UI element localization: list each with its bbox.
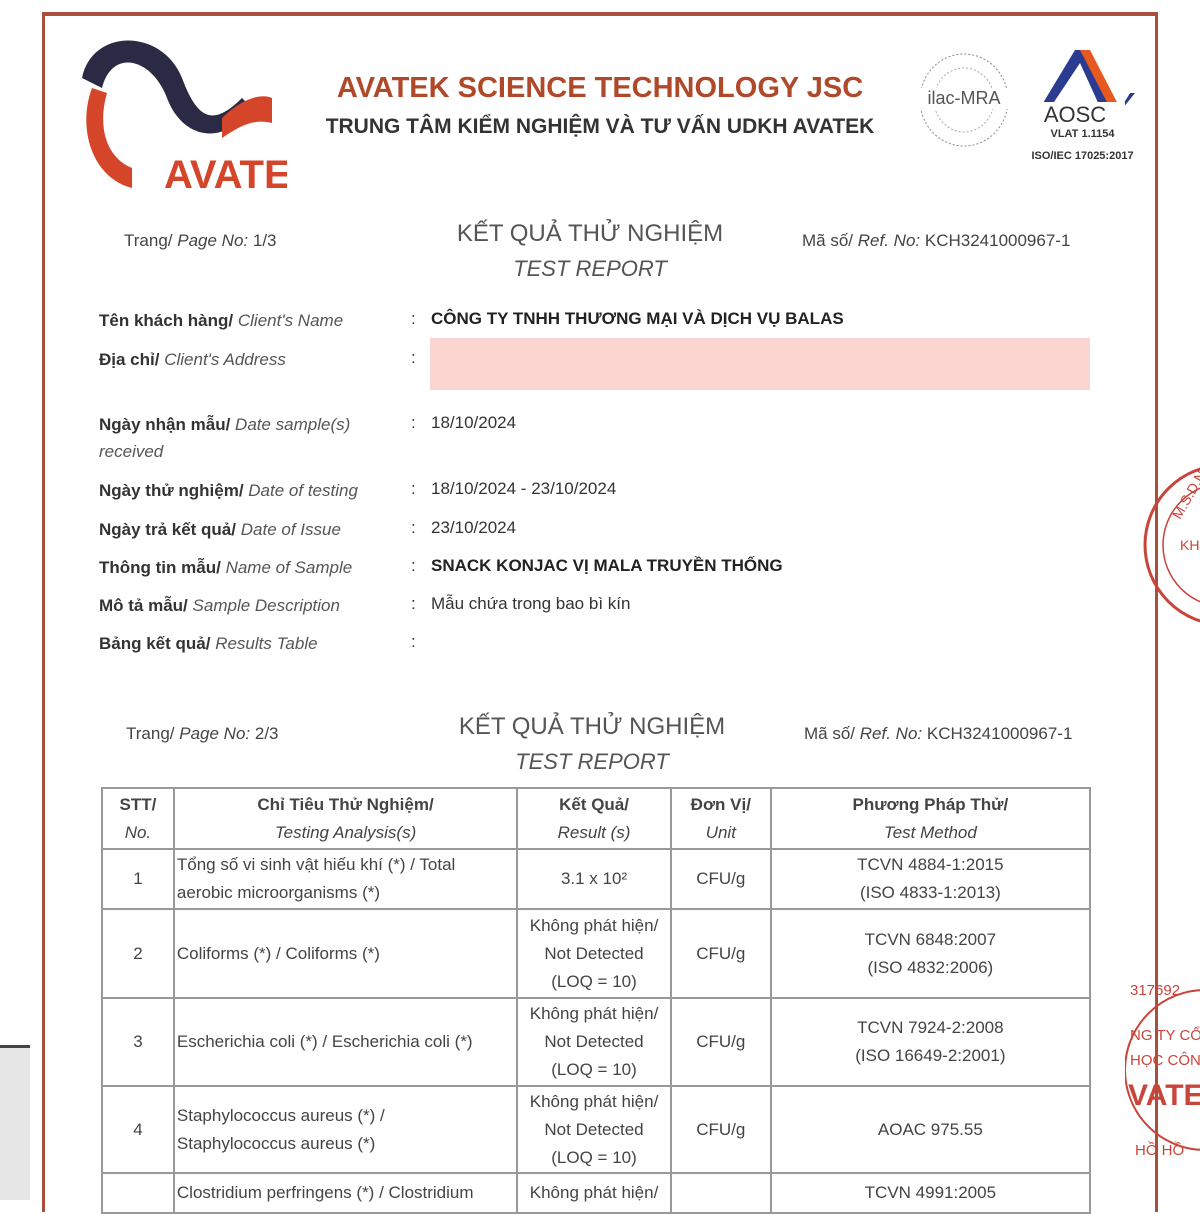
field-colon: : [411, 632, 416, 651]
svg-text:317692: 317692 [1130, 982, 1180, 999]
test-method: TCVN 7924-2:2008 (ISO 16649-2:2001) [769, 997, 1092, 1087]
aosc-logo: AOSC VLAT 1.1154 ISO/IEC 17025:2017 [1025, 48, 1140, 168]
result: Không phát hiện/Not Detected (LOQ = 10) [516, 997, 672, 1087]
unit: CFU/g [669, 997, 772, 1087]
field-label: Tên khách hàng/ Client's Name [99, 311, 344, 330]
test-method: TCVN 4991:2005 [769, 1172, 1092, 1214]
testing-analysis: Staphylococcus aureus (*) / Staphylococcu… [172, 1085, 519, 1174]
ref-number: Mã số/ Ref. No: KCH3241000967-1 [804, 724, 1073, 743]
field-label: Mô tả mẫu/ Sample Description [99, 596, 340, 615]
field-colon: : [411, 594, 416, 613]
column-header: Kết Quả/Result (s) [516, 787, 672, 850]
field-label: Địa chỉ/ Client's Address [99, 350, 286, 369]
red-stamp: 317692 NG TY CỔ HỌC CÔN VATE HỒ HỒ [1125, 982, 1200, 1159]
unit: CFU/g [669, 1085, 772, 1174]
unit [669, 1172, 772, 1214]
column-header: Chỉ Tiêu Thử Nghiệm/Testing Analysis(s) [172, 787, 519, 850]
iso-standard: ISO/IEC 17025:2017 [1031, 150, 1134, 162]
page-number: Trang/ Page No: 2/3 [126, 724, 279, 743]
document-page [42, 12, 1158, 1212]
field-colon: : [411, 309, 416, 328]
field-value: 23/10/2024 [431, 518, 517, 537]
field-value: CÔNG TY TNHH THƯƠNG MẠI VÀ DỊCH VỤ BALAS [431, 309, 844, 328]
result: Không phát hiện/ [516, 1172, 672, 1214]
result: Không phát hiện/Not Detected (LOQ = 10) [516, 908, 672, 999]
vlat-number: VLAT 1.1154 [1050, 128, 1115, 140]
column-header: Đơn Vị/Unit [669, 787, 772, 850]
field-colon: : [411, 556, 416, 575]
ref-number: Mã số/ Ref. No: KCH3241000967-1 [802, 231, 1071, 250]
unit: CFU/g [669, 908, 772, 999]
ilac-text: ilac-MRA [918, 88, 1010, 109]
testing-analysis: Clostridium perfringens (*) / Clostridiu… [172, 1172, 519, 1214]
row-number [101, 1172, 175, 1214]
svg-text:AVATEK: AVATEK [164, 153, 287, 193]
table-row: Clostridium perfringens (*) / Clostridiu… [101, 1172, 1092, 1214]
result: Không phát hiện/Not Detected (LOQ = 10) [516, 1085, 672, 1174]
page-number: Trang/ Page No: 1/3 [124, 231, 277, 250]
company-header: AVATEK SCIENCE TECHNOLOGY JSC TRUNG TÂM … [300, 72, 900, 139]
svg-text:KHO: KHO [1180, 537, 1200, 553]
test-method: TCVN 6848:2007 (ISO 4832:2006) [769, 908, 1092, 999]
redacted-address [430, 338, 1090, 390]
column-header: Phương Pháp Thử/Test Method [769, 787, 1092, 850]
unit: CFU/g [669, 848, 772, 910]
aosc-text: AOSC [1025, 102, 1125, 128]
row-number: 4 [101, 1085, 175, 1174]
field-value: 18/10/2024 - 23/10/2024 [431, 479, 617, 498]
table-header: STT/No. Chỉ Tiêu Thử Nghiệm/Testing Analy… [101, 787, 1092, 850]
field-colon: : [411, 479, 416, 498]
field-label: Bảng kết quả/ Results Table [99, 634, 318, 653]
field-colon: : [411, 348, 416, 367]
field-value: Mẫu chứa trong bao bì kín [431, 594, 631, 613]
result: 3.1 x 10² [516, 848, 672, 910]
company-name: AVATEK SCIENCE TECHNOLOGY JSC [336, 72, 864, 104]
field-value: SNACK KONJAC VỊ MALA TRUYỀN THỐNG [431, 556, 783, 575]
background-panel [0, 1045, 30, 1200]
red-stamp: M.S.D.NKHO [1143, 467, 1200, 623]
row-number: 3 [101, 997, 175, 1087]
row-number: 1 [101, 848, 175, 910]
testing-analysis: Escherichia coli (*) / Escherichia coli … [172, 997, 519, 1087]
field-value: 18/10/2024 [431, 413, 517, 432]
company-subtitle: TRUNG TÂM KIỂM NGHIỆM VÀ TƯ VẤN UDKH AVA… [325, 115, 875, 138]
row-number: 2 [101, 908, 175, 999]
report-title: KẾT QUẢ THỬ NGHIỆM TEST REPORT [458, 713, 726, 774]
table-row: 3 Escherichia coli (*) / Escherichia col… [101, 997, 1092, 1087]
avatek-logo: AVATEK [82, 40, 287, 193]
field-colon: : [411, 518, 416, 537]
test-method: TCVN 4884-1:2015 (ISO 4833-1:2013) [769, 848, 1092, 910]
table-row: 2 Coliforms (*) / Coliforms (*) Không ph… [101, 908, 1092, 999]
svg-text:VATE: VATE [1128, 1079, 1200, 1112]
report-title: KẾT QUẢ THỬ NGHIỆM TEST REPORT [456, 220, 724, 281]
table-row: 4 Staphylococcus aureus (*) / Staphylococ… [101, 1085, 1092, 1174]
testing-analysis: Coliforms (*) / Coliforms (*) [172, 908, 519, 999]
field-label: Thông tin mẫu/ Name of Sample [99, 558, 353, 577]
table-row: 1 Tổng số vi sinh vật hiếu khí (*) / Tot… [101, 848, 1092, 910]
svg-text:HỒ HỒ: HỒ HỒ [1135, 1141, 1184, 1159]
field-label: Ngày trả kết quả/ Date of Issue [99, 520, 341, 539]
field-label: Ngày nhận mẫu/ Date sample(s) received [99, 415, 351, 461]
column-header: STT/No. [101, 787, 175, 850]
results-table: STT/No. Chỉ Tiêu Thử Nghiệm/Testing Analy… [101, 787, 1092, 1214]
testing-analysis: Tổng số vi sinh vật hiếu khí (*) / Total… [172, 848, 519, 910]
svg-text:HỌC CÔN: HỌC CÔN [1130, 1052, 1200, 1069]
ilac-mra-logo: ilac-MRA [918, 52, 1010, 148]
test-method: AOAC 975.55 [769, 1085, 1092, 1174]
field-label: Ngày thử nghiệm/ Date of testing [99, 481, 358, 500]
svg-text:NG TY CỔ: NG TY CỔ [1130, 1026, 1200, 1044]
field-colon: : [411, 413, 416, 432]
